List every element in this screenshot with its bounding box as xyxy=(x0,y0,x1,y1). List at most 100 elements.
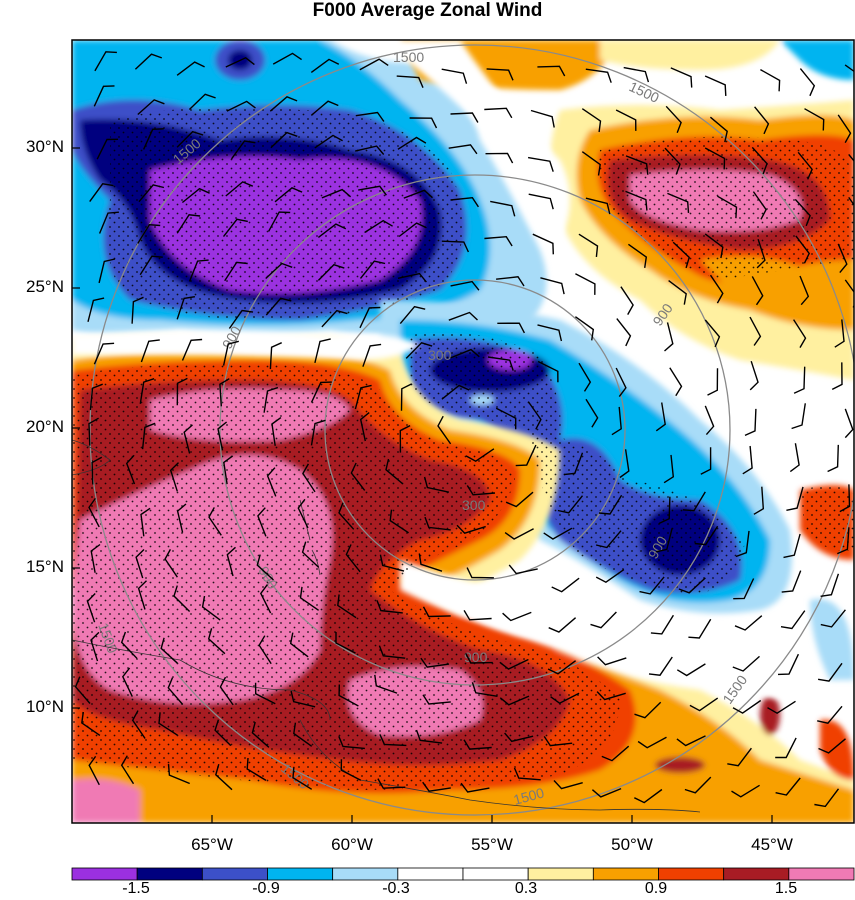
wind-barb-163 xyxy=(141,422,156,450)
wind-barb-55 xyxy=(138,184,165,203)
wind-barb-287 xyxy=(817,705,843,724)
wind-barb-130 xyxy=(269,342,282,370)
wind-barb-10 xyxy=(537,65,566,77)
wind-barb-6 xyxy=(359,58,389,71)
wind-barb-213 xyxy=(735,530,750,558)
wind-barb-54 xyxy=(89,183,114,203)
wind-barb-14 xyxy=(704,75,727,96)
wind-barb-233 xyxy=(820,573,840,597)
lon-label-55w: 55°W xyxy=(471,835,513,854)
wind-barb-239 xyxy=(299,586,319,611)
wind-barb-199 xyxy=(140,507,151,537)
ring-label-1500-a: 1500 xyxy=(393,49,424,65)
wind-barb-93 xyxy=(224,261,248,282)
wind-barb-282 xyxy=(596,691,626,701)
wind-barb-258 xyxy=(335,632,356,654)
wind-barb-280 xyxy=(499,695,530,706)
wind-barb-281 xyxy=(550,692,580,705)
wind-barb-202 xyxy=(257,507,267,537)
wind-barb-165 xyxy=(217,421,228,451)
wind-barb-118 xyxy=(537,324,563,342)
wind-barb-136 xyxy=(537,360,559,383)
wind-barb-246 xyxy=(590,611,617,629)
coastlines xyxy=(72,439,701,813)
wind-barb-79 xyxy=(398,222,427,238)
wind-barb-83 xyxy=(578,233,599,257)
wind-barb-42 xyxy=(355,145,385,155)
wind-barb-127 xyxy=(140,339,160,363)
wind-barb-285 xyxy=(732,699,762,714)
wind-barb-271 xyxy=(121,667,133,697)
lat-label-30n: 30°N xyxy=(26,137,64,156)
wind-barb-183 xyxy=(223,455,234,485)
wind-barb-227 xyxy=(551,577,580,593)
wind-barb-64 xyxy=(528,193,554,210)
wind-barb-23 xyxy=(310,100,339,116)
wind-barb-189 xyxy=(466,485,496,496)
wind-barb-121 xyxy=(664,322,674,352)
wind-barb-89 xyxy=(837,243,848,274)
ring-label-300-a: 300 xyxy=(428,347,452,363)
wind-barb-157 xyxy=(655,402,666,432)
wind-barb-298 xyxy=(504,732,534,743)
wind-barb-151 xyxy=(400,383,413,411)
wind-barb-232 xyxy=(781,570,802,593)
wind-barb-214 xyxy=(783,533,801,559)
wind-barb-262 xyxy=(499,658,529,670)
wind-barb-210 xyxy=(595,530,622,549)
wind-barb-264 xyxy=(597,656,627,666)
wind-barb-31 xyxy=(665,105,682,134)
wind-barb-159 xyxy=(744,408,757,437)
wind-barb-260 xyxy=(420,657,450,668)
wind-barb-301 xyxy=(637,736,667,749)
range-ring-900 xyxy=(219,174,731,686)
wind-barb-59 xyxy=(321,188,352,199)
wind-barb-169 xyxy=(399,424,411,453)
wind-barb-36 xyxy=(96,138,119,160)
wind-barb-181 xyxy=(125,454,136,485)
wind-barb-132 xyxy=(362,343,382,367)
wind-barb-147 xyxy=(219,378,230,407)
wind-barb-68 xyxy=(717,195,738,219)
wind-barb-126 xyxy=(93,342,115,365)
wind-barb-275 xyxy=(290,690,316,708)
wind-barb-124 xyxy=(793,319,807,348)
wind-barb-322 xyxy=(775,777,801,796)
wind-barb-257 xyxy=(289,632,309,658)
wind-barb-283 xyxy=(634,701,662,719)
wind-barb-63 xyxy=(490,200,516,217)
wind-barb-207 xyxy=(456,524,486,534)
wind-barb-69 xyxy=(752,191,767,220)
wind-barb-231 xyxy=(733,578,755,600)
wind-barb-315 xyxy=(460,782,490,793)
wind-barb-274 xyxy=(254,682,276,705)
wind-barb-194 xyxy=(682,491,706,512)
wind-barb-242 xyxy=(422,606,451,618)
wind-barb-273 xyxy=(219,676,234,706)
wind-barb-91 xyxy=(139,255,163,276)
wind-barb-314 xyxy=(422,781,451,792)
wind-barb-288 xyxy=(81,711,101,736)
wind-barb-27 xyxy=(484,107,513,119)
wind-barb-272 xyxy=(167,677,184,705)
wind-barb-56 xyxy=(181,187,210,204)
wind-barb-139 xyxy=(669,367,683,397)
wind-barb-86 xyxy=(704,233,724,259)
wind-barb-292 xyxy=(251,721,270,748)
ring-label-1500-e: 1500 xyxy=(512,784,546,808)
wind-barb-73 xyxy=(137,223,161,244)
wind-barb-81 xyxy=(484,235,513,247)
wind-barb-220 xyxy=(256,554,274,581)
wind-barb-99 xyxy=(496,276,525,287)
wind-barb-95 xyxy=(317,263,345,281)
wind-barb-167 xyxy=(310,419,326,446)
wind-barb-57 xyxy=(225,181,254,197)
colorbar-label-1: -0.9 xyxy=(252,880,280,897)
wind-barb-116 xyxy=(448,311,478,321)
wind-barb-46 xyxy=(527,156,554,172)
wind-barb-112 xyxy=(265,297,292,316)
wind-barb-72 xyxy=(98,211,119,234)
wind-barb-164 xyxy=(183,424,193,454)
wind-barb-4 xyxy=(272,52,302,65)
wind-barb-308 xyxy=(167,764,190,785)
